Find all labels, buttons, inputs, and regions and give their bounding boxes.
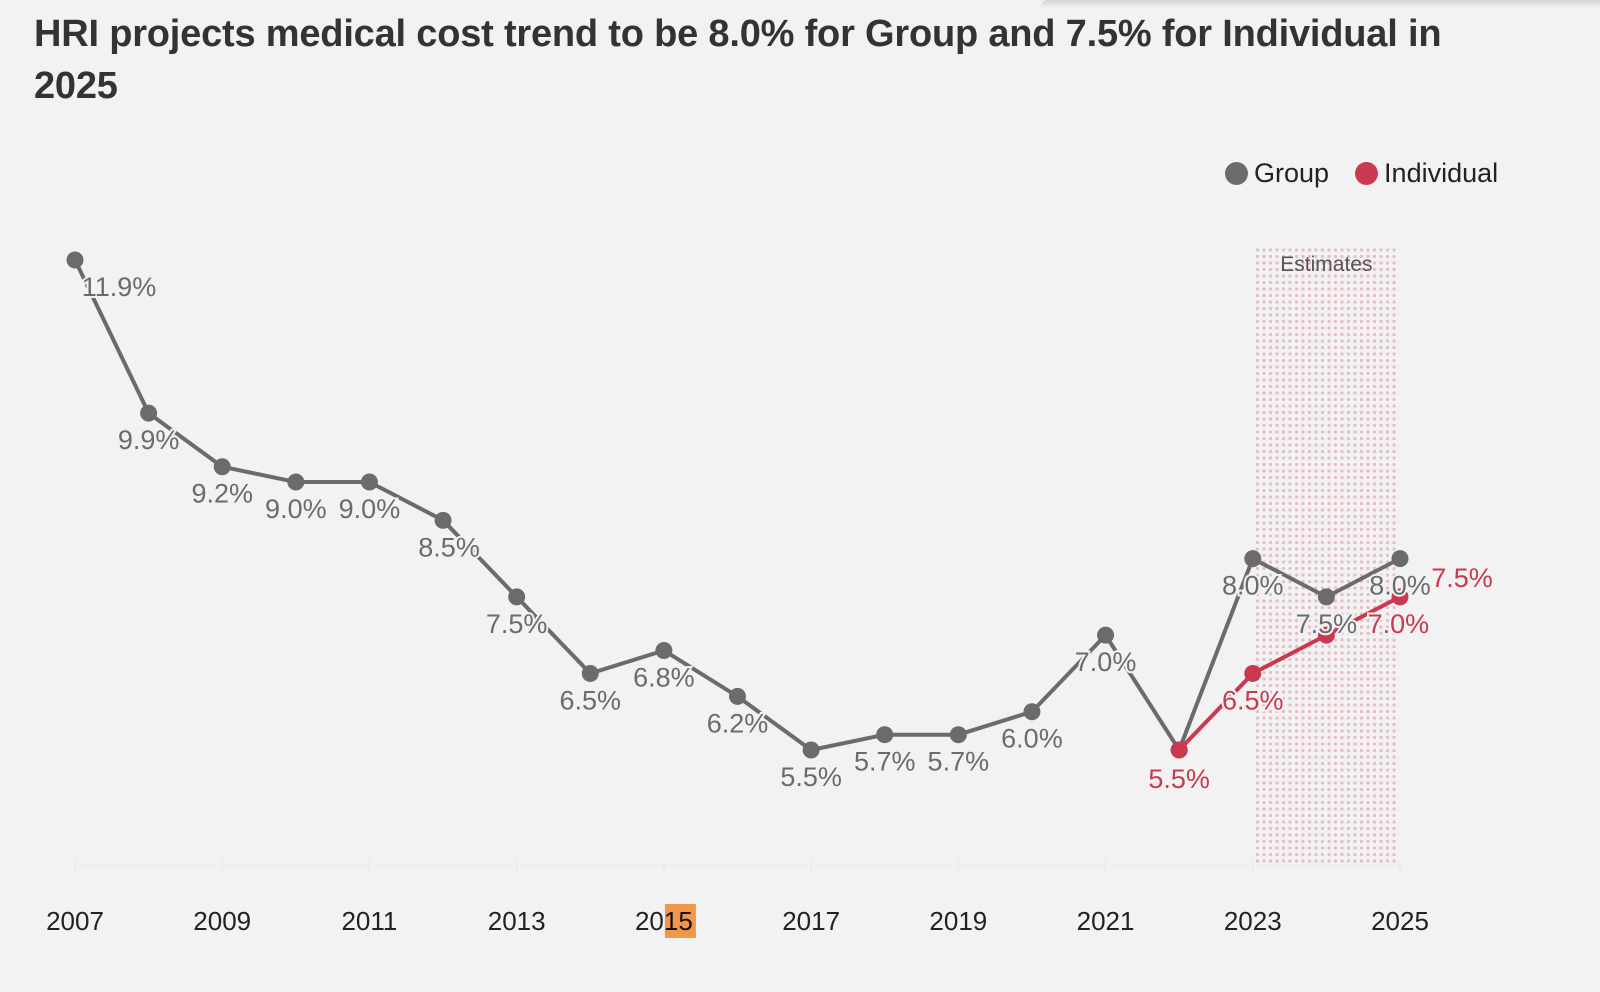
data-label-group-2008: 9.9% (118, 425, 180, 455)
data-point-group-2008 (140, 404, 158, 422)
data-label-group-2016: 6.2% (707, 708, 769, 738)
data-label-individual-2023: 6.5% (1222, 685, 1284, 715)
data-label-group-2017: 5.5% (780, 762, 842, 792)
data-point-group-2019 (949, 726, 967, 744)
legend-item-individual[interactable]: Individual (1355, 158, 1498, 189)
x-tick-label-2017: 2017 (782, 906, 840, 936)
data-label-individual-2022: 5.5% (1148, 764, 1210, 794)
data-label-group-2018: 5.7% (854, 747, 916, 777)
data-label-group-2023: 8.0% (1222, 571, 1284, 601)
data-label-group-2015: 6.8% (633, 662, 695, 692)
x-tick-label-2025: 2025 (1371, 906, 1429, 936)
data-label-group-2021: 7.0% (1075, 647, 1137, 677)
data-point-group-2018 (876, 726, 894, 744)
data-label-individual-2025: 7.5% (1431, 563, 1493, 593)
data-point-individual-2025 (1391, 588, 1409, 606)
data-point-group-2024 (1317, 588, 1335, 606)
data-label-group-2010: 9.0% (265, 494, 327, 524)
data-label-group-2011: 9.0% (339, 494, 401, 524)
data-label-group-2007: 11.9% (82, 272, 157, 302)
legend-dot-group (1225, 162, 1248, 185)
x-tick-label-2009: 2009 (193, 906, 251, 936)
data-point-group-2012 (434, 511, 452, 529)
data-label-group-2025: 8.0% (1369, 571, 1431, 601)
data-point-group-2023 (1244, 550, 1262, 568)
data-point-group-2017 (802, 741, 820, 759)
data-point-group-2009 (213, 458, 231, 476)
data-label-group-2020: 6.0% (1001, 724, 1063, 754)
data-point-group-2013 (508, 588, 526, 606)
data-point-individual-2023 (1244, 664, 1262, 682)
estimates-label: Estimates (1280, 253, 1372, 276)
x-tick-label-2013: 2013 (488, 906, 546, 936)
x-tick-label-2011: 2011 (341, 906, 397, 936)
data-point-group-2011 (360, 473, 378, 491)
data-label-group-2009: 9.2% (191, 479, 253, 509)
legend: Group Individual (1225, 158, 1524, 189)
data-point-group-2010 (287, 473, 305, 491)
series-line-individual (1177, 595, 1401, 752)
chart-title: HRI projects medical cost trend to be 8.… (34, 13, 1442, 107)
tick-part: 20 (635, 906, 664, 936)
data-label-group-2024: 7.5% (1296, 609, 1358, 639)
data-point-group-2016 (729, 687, 746, 705)
data-label-individual-2024: 7.0% (1368, 609, 1430, 639)
x-tick-label-2015: 2015 (635, 906, 693, 936)
data-point-group-2007 (66, 251, 84, 269)
legend-item-group[interactable]: Group (1225, 158, 1329, 189)
x-tick-label-2019: 2019 (929, 906, 987, 936)
data-point-group-2025 (1391, 550, 1409, 568)
data-point-group-2021 (1097, 626, 1115, 644)
legend-label-individual: Individual (1384, 158, 1499, 188)
data-point-group-2014 (581, 664, 599, 682)
data-label-group-2013: 7.5% (486, 609, 548, 639)
data-point-group-2015 (655, 641, 673, 659)
estimates-region (1254, 245, 1398, 865)
data-point-individual-2022 (1170, 741, 1188, 759)
data-point-individual-2024 (1317, 626, 1335, 644)
data-label-group-2014: 6.5% (560, 685, 622, 715)
legend-dot-individual (1355, 162, 1379, 185)
window-shadow (1040, 0, 1600, 8)
x-tick-highlight-2015 (664, 904, 696, 938)
x-tick-label-2023: 2023 (1224, 906, 1282, 936)
data-point-group-2020 (1023, 703, 1041, 721)
x-tick-label-2021: 2021 (1077, 906, 1135, 936)
data-label-group-2012: 8.5% (418, 532, 480, 562)
data-label-group-2019: 5.7% (928, 747, 990, 777)
legend-label-group: Group (1254, 158, 1330, 188)
x-tick-label-2007: 2007 (46, 906, 104, 936)
tick-part-highlighted: 15 (664, 906, 693, 936)
